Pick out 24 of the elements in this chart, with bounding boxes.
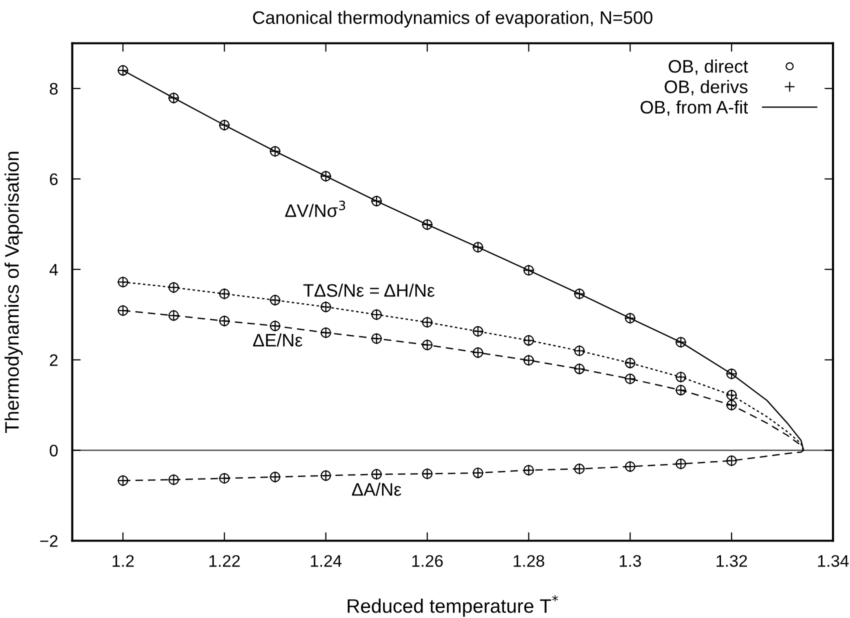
x-tick-label: 1.32 [716, 555, 747, 567]
x-tick-label: 1.26 [412, 555, 443, 567]
x-tick-label: 1.34 [818, 555, 849, 567]
x-tick-label: 1.22 [209, 555, 240, 567]
y-axis-title: Thermodynamics of Vaporisation [4, 152, 23, 433]
y-tick-label: 8 [50, 82, 58, 95]
y-tick-label: 2 [50, 354, 58, 366]
y-tick-label: −2 [40, 535, 58, 547]
annotation: TΔS/Nε = ΔH/Nε [303, 284, 435, 297]
y-tick-label: 4 [49, 264, 58, 276]
annotation: ΔA/Nε [352, 482, 402, 496]
x-tick-label: 1.24 [310, 555, 342, 567]
y-tick-label: 0 [50, 444, 58, 456]
legend-label: OB, derivs [664, 80, 748, 96]
x-tick-label: 1.2 [112, 555, 134, 567]
legend-label: OB, direct [668, 60, 748, 75]
y-tick-label: 6 [50, 173, 58, 186]
x-axis-title: Reduced temperature T$^{*}$ [348, 595, 558, 617]
annotation: ΔV/Nσ$^{3}$ [285, 200, 346, 218]
x-tick-label: 1.28 [514, 555, 544, 567]
annotation: ΔE/Nε [253, 333, 302, 347]
chart-title: Canonical thermodynamics of evaporation, N=500 [253, 10, 652, 28]
legend-label: OB, from A-fit [640, 100, 748, 116]
x-tick-label: 1.3 [620, 555, 641, 567]
